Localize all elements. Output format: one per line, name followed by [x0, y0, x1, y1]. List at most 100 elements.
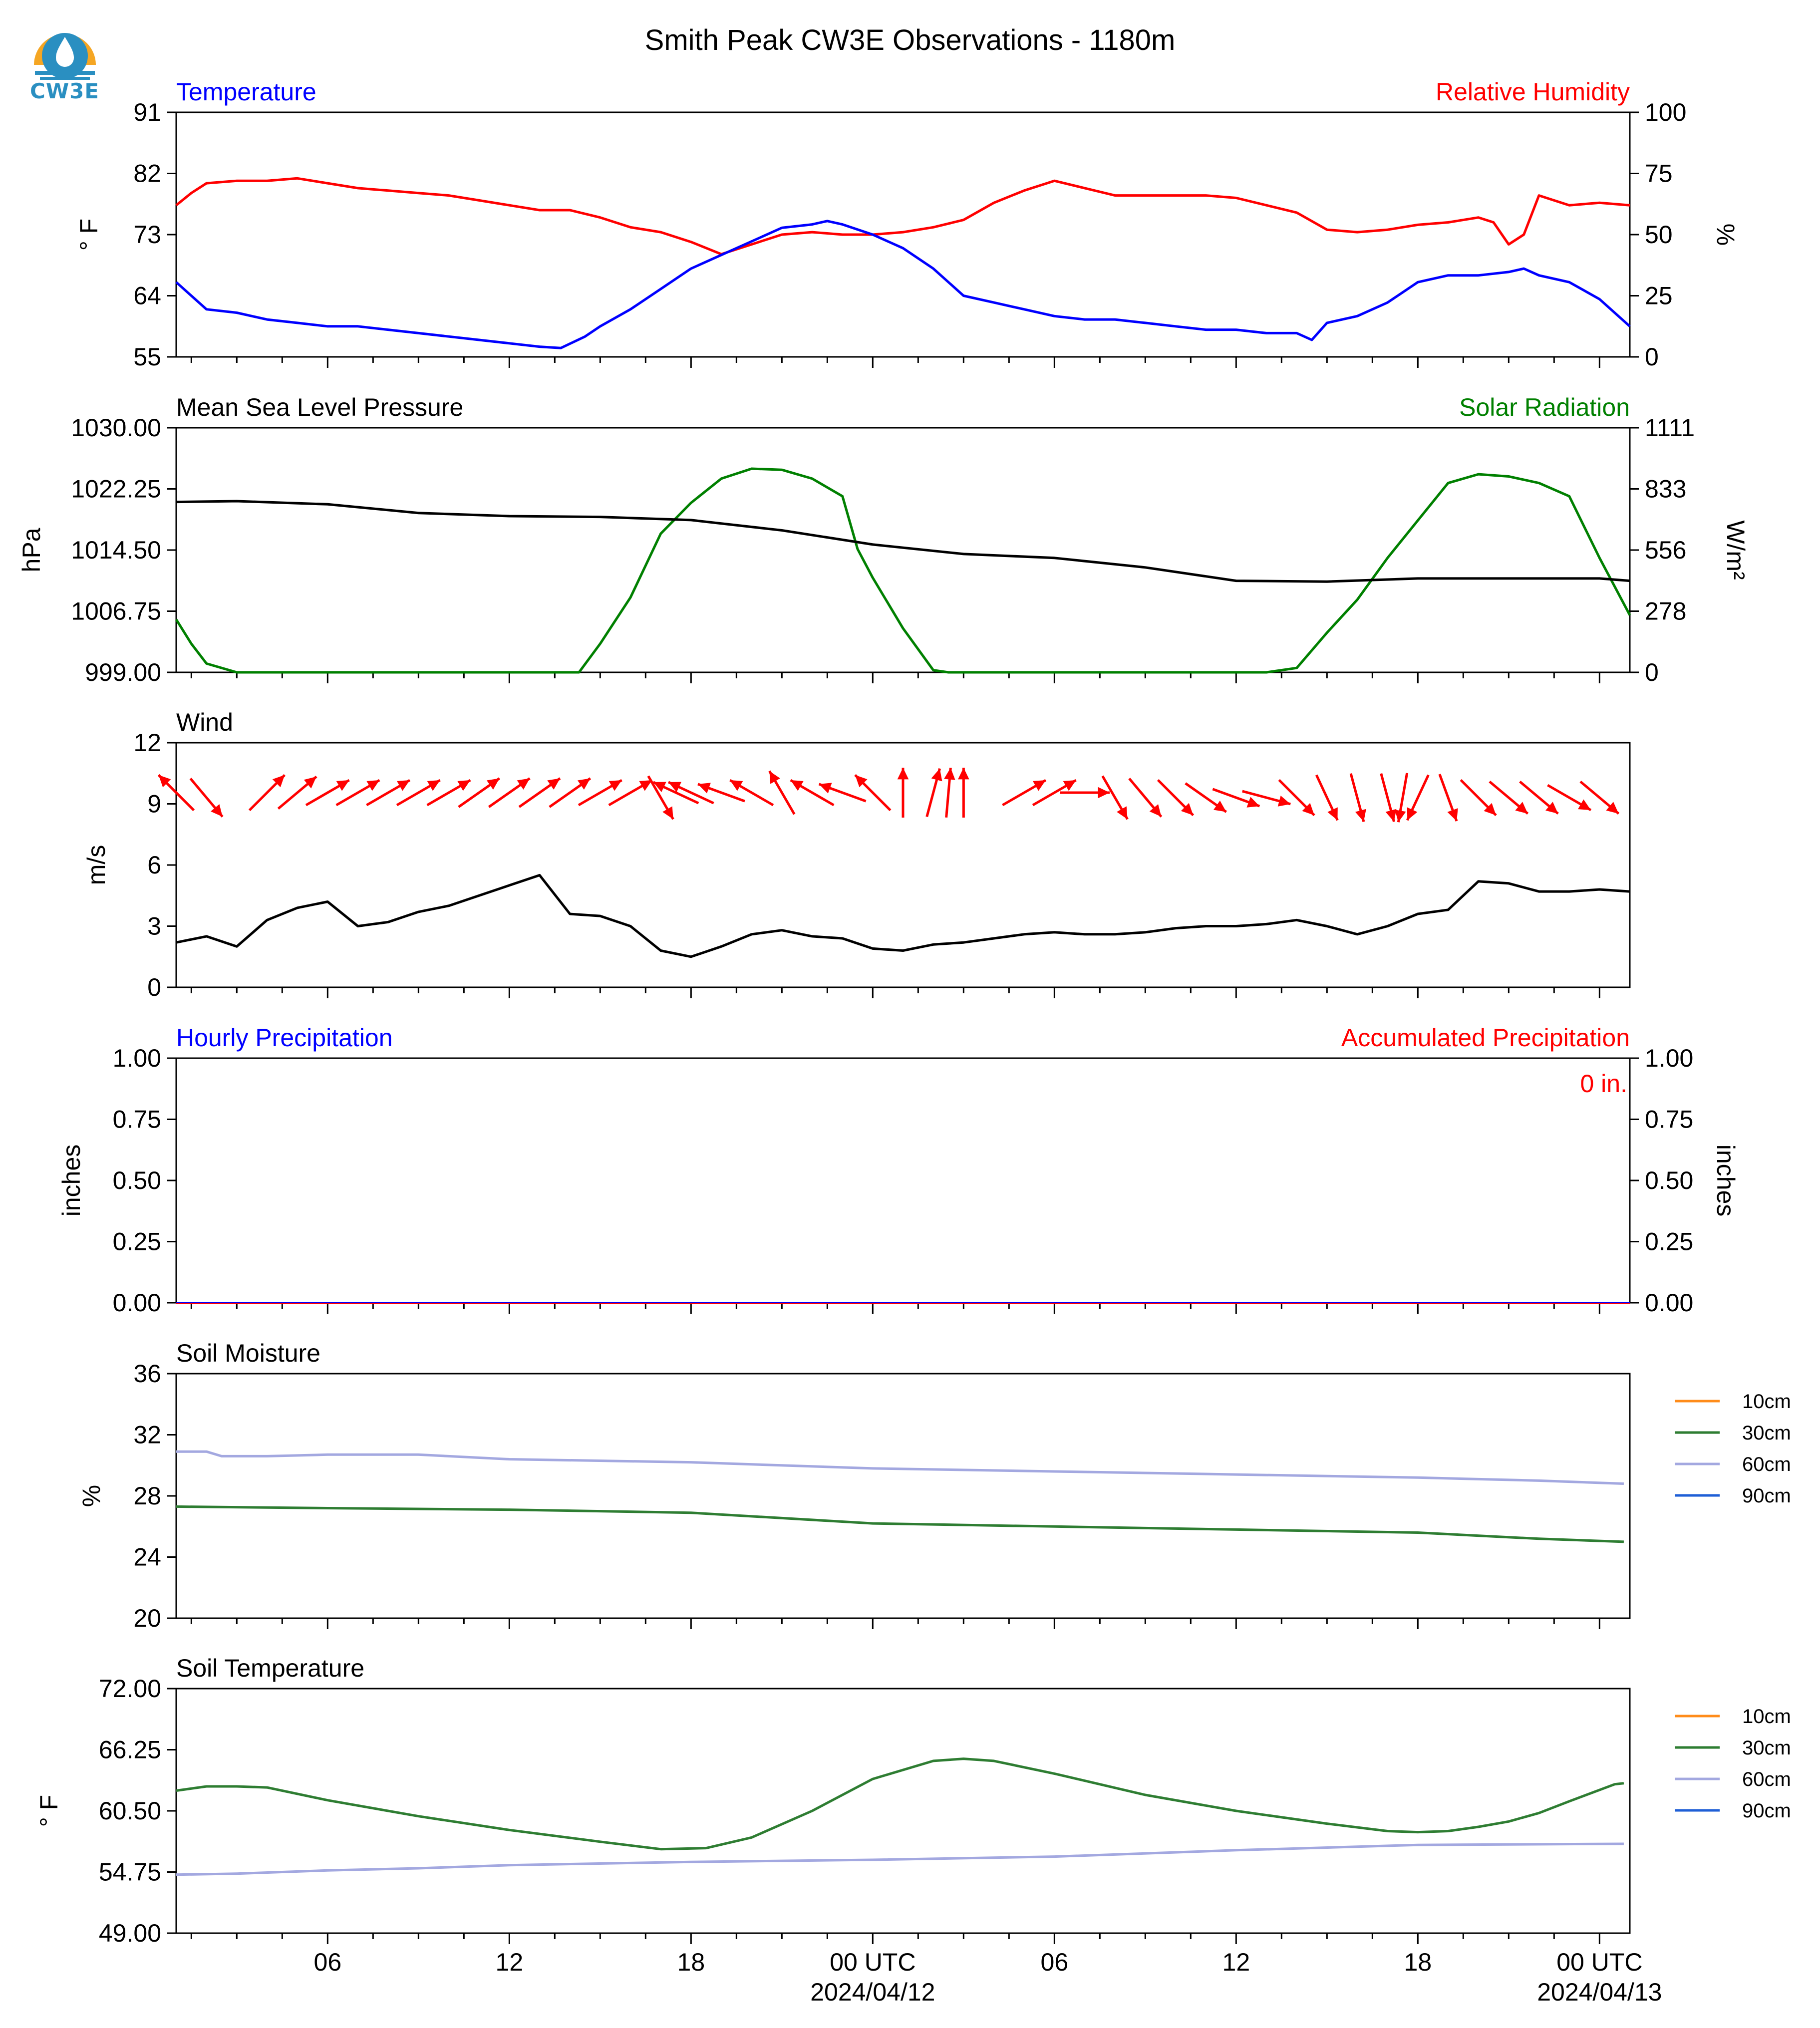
- wind-arrow: [925, 768, 942, 817]
- soil_moisture-legend-label: 60cm: [1742, 1453, 1791, 1475]
- pressure_solar-left-tick-label: 1014.50: [71, 536, 161, 564]
- x-tick-label: 12: [1222, 1948, 1250, 1976]
- temp_rh-left-tick-label: 82: [133, 160, 161, 188]
- pressure_solar-left-tick-label: 1030.00: [71, 414, 161, 442]
- soil_temp-legend-label: 60cm: [1742, 1768, 1791, 1790]
- series-soil-moisture-60cm: [176, 1450, 1624, 1485]
- soil_moisture-legend-label: 10cm: [1742, 1391, 1791, 1413]
- wind-arrow: [854, 774, 892, 812]
- soil_moisture-legend-label: 90cm: [1742, 1485, 1791, 1507]
- series-wind-speed: [176, 873, 1630, 958]
- wind-left-tick-label: 9: [147, 790, 161, 818]
- precip-right-tick-label: 0.50: [1645, 1166, 1693, 1194]
- wind-arrow: [518, 777, 561, 808]
- temp_rh-left-unit: ° F: [75, 219, 103, 251]
- wind-arrow: [426, 779, 471, 807]
- temp_rh-right-unit: %: [1712, 224, 1740, 246]
- temp_rh-left-tick-label: 73: [133, 221, 161, 249]
- wind-arrow: [1380, 773, 1397, 822]
- wind-arrow: [608, 779, 653, 807]
- wind-arrow: [1101, 775, 1129, 820]
- wind-arrow: [1242, 790, 1291, 807]
- wind-arrow: [1460, 779, 1497, 817]
- pressure_solar-left-tick-label: 1022.25: [71, 475, 161, 503]
- wind-arrow: [1547, 784, 1592, 812]
- soil_temp-left-tick-label: 54.75: [99, 1858, 161, 1886]
- chart-title: Smith Peak CW3E Observations - 1180m: [645, 24, 1176, 56]
- soil_moisture-frame: [175, 1373, 1631, 1619]
- soil_moisture-left-tick-label: 28: [133, 1482, 161, 1510]
- cw3e-logo: [25, 16, 105, 106]
- precip-right-title: Accumulated Precipitation: [1341, 1024, 1630, 1052]
- wind-arrow: [1519, 780, 1559, 815]
- accumulated-precip-total: 0 in.: [1580, 1070, 1627, 1098]
- temp_rh-left-tick-label: 64: [133, 282, 161, 310]
- wind-arrow: [335, 779, 380, 807]
- soil_moisture-left-tick-label: 36: [133, 1360, 161, 1388]
- wind-arrow: [277, 775, 317, 810]
- soil_temp-legend-label: 30cm: [1742, 1737, 1791, 1759]
- series-solar-radiation: [175, 467, 1631, 674]
- wind-arrow: [1278, 779, 1315, 817]
- x-tick-label: 06: [1041, 1948, 1069, 1976]
- x-tick-label: 00 UTC: [830, 1948, 915, 1976]
- wind-arrow: [1157, 779, 1195, 817]
- pressure_solar-right-tick-label: 833: [1645, 475, 1686, 503]
- x-tick-label: 06: [314, 1948, 342, 1976]
- wind-arrow: [578, 779, 622, 807]
- wind-arrow: [729, 779, 774, 807]
- temp_rh-right-title: Relative Humidity: [1436, 78, 1630, 106]
- wind-arrow: [366, 779, 411, 807]
- wind-arrow: [944, 767, 955, 818]
- wind-left-tick-label: 12: [133, 729, 161, 757]
- pressure_solar-frame: [175, 427, 1631, 673]
- wind-arrow: [189, 778, 224, 818]
- x-tick-label: 18: [677, 1948, 705, 1976]
- precip-right-tick-label: 0.25: [1645, 1228, 1693, 1256]
- soil_temp-legend-label: 10cm: [1742, 1706, 1791, 1728]
- soil_moisture-left-title: Soil Moisture: [176, 1339, 320, 1367]
- x-tick-label: 00 UTC: [1556, 1948, 1642, 1976]
- temp_rh-right-tick-label: 100: [1645, 98, 1686, 126]
- precip-left-title: Hourly Precipitation: [176, 1024, 393, 1052]
- series-temperature: [175, 220, 1631, 349]
- temp_rh-right-tick-label: 75: [1645, 160, 1673, 188]
- wind-arrow: [647, 775, 674, 820]
- x-tick-date-label: 2024/04/12: [810, 1978, 935, 2006]
- wind-arrow: [1060, 787, 1110, 799]
- series-soil-moisture-30cm: [176, 1505, 1624, 1543]
- wind-arrow: [248, 774, 286, 812]
- precip-left-unit: inches: [57, 1145, 85, 1217]
- wind-arrow: [818, 783, 867, 803]
- precip-right-tick-label: 0.75: [1645, 1106, 1693, 1134]
- wind-arrow: [1212, 788, 1260, 808]
- soil_temp-legend-label: 90cm: [1742, 1800, 1791, 1822]
- temp_rh-frame: [175, 111, 1631, 358]
- precip-left-tick-label: 0.50: [113, 1166, 161, 1194]
- pressure_solar-right-title: Solar Radiation: [1459, 393, 1630, 421]
- wind-arrow: [958, 768, 969, 818]
- temp_rh-right-tick-label: 0: [1645, 343, 1659, 371]
- wind-arrow: [1002, 779, 1047, 807]
- wind-arrow: [1185, 782, 1227, 813]
- temp_rh-left-title: Temperature: [176, 78, 316, 106]
- soil_moisture-left-tick-label: 32: [133, 1421, 161, 1449]
- pressure_solar-right-tick-label: 278: [1645, 597, 1686, 625]
- pressure_solar-left-tick-label: 1006.75: [71, 597, 161, 625]
- x-tick-date-label: 2024/04/13: [1537, 1978, 1662, 2006]
- soil_temp-left-tick-label: 49.00: [99, 1919, 161, 1947]
- soil_temp-left-tick-label: 60.50: [99, 1797, 161, 1825]
- soil_temp-left-title: Soil Temperature: [176, 1654, 364, 1682]
- pressure_solar-right-unit: W/m²: [1722, 520, 1750, 579]
- wind-arrow: [667, 781, 714, 805]
- wind-arrow: [1032, 779, 1077, 807]
- series-msl-pressure: [176, 500, 1630, 583]
- series-soil-temp-60cm: [176, 1842, 1624, 1876]
- precip-left-tick-label: 1.00: [113, 1044, 161, 1072]
- precip-left-tick-label: 0.25: [113, 1228, 161, 1256]
- wind-arrow: [157, 774, 195, 812]
- wind-arrow: [697, 783, 745, 803]
- soil_moisture-left-tick-label: 20: [133, 1604, 161, 1632]
- cw3e-water-drop-logo-icon: [34, 33, 96, 80]
